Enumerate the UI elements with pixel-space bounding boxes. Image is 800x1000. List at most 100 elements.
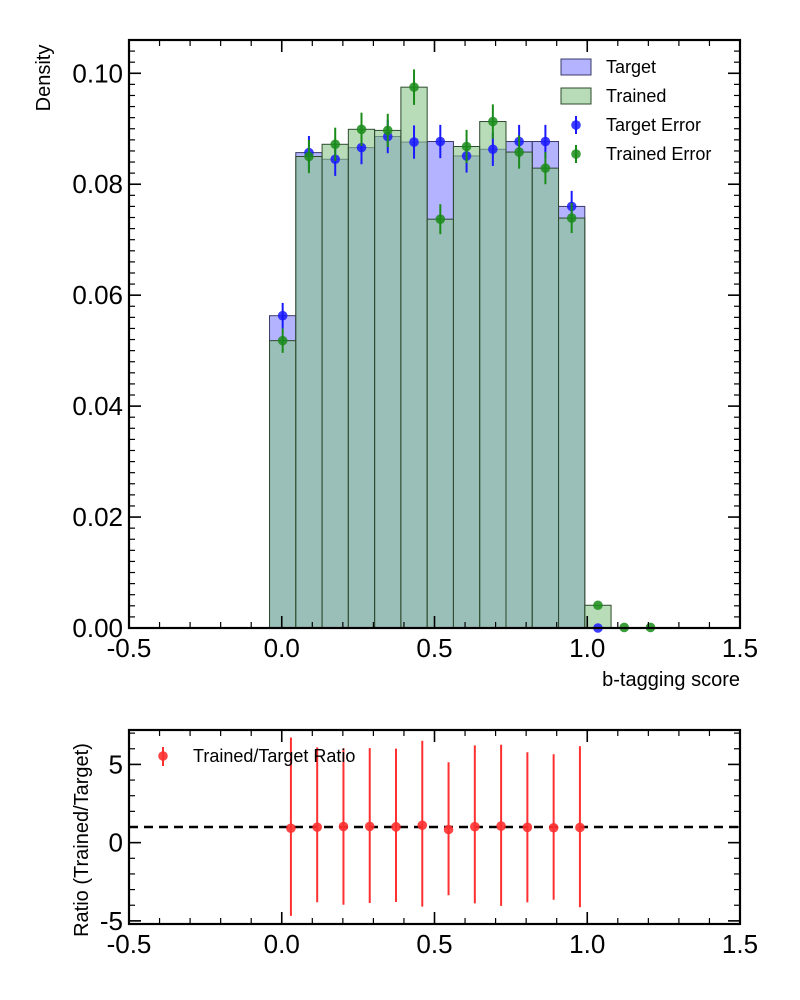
legend-label: Trained Error: [606, 144, 711, 164]
x-tick-label: 1.0: [569, 633, 605, 663]
trained-error-point: [304, 139, 314, 174]
legend-marker: [158, 751, 168, 761]
legend-label: Trained/Target Ratio: [193, 746, 355, 766]
marker: [593, 600, 603, 611]
trained-error-point: [488, 104, 498, 139]
ratio-point: [522, 752, 533, 903]
legend-label: Target Error: [606, 115, 701, 135]
trained-error-point: [330, 127, 341, 161]
ratio-marker: [522, 822, 533, 833]
marker: [435, 214, 446, 224]
density-panel: -0.5 0.0 0.5 1.0 1.5 0.00 0.02 0.04 0.06 0.08 0.10…: [33, 38, 758, 691]
trained-bar: [426, 218, 454, 629]
top-x-axis-label: b-tagging score: [602, 669, 740, 691]
target-error-point: [409, 125, 419, 159]
x-tick-label: 1.0: [569, 929, 605, 959]
marker: [330, 139, 341, 150]
ratio-marker: [548, 822, 559, 833]
legend-entry: Trained Error: [571, 144, 711, 164]
x-tick-label: 0.0: [264, 633, 300, 663]
trained-bar: [269, 340, 297, 629]
legend-marker: [571, 120, 581, 130]
x-tick-label: -0.5: [107, 633, 152, 663]
marker: [304, 151, 314, 162]
marker: [488, 144, 498, 155]
marker: [488, 116, 498, 127]
marker: [435, 136, 446, 147]
legend-entry: Target Error: [571, 115, 701, 135]
ratio-marker: [443, 824, 454, 835]
ratio-point: [443, 762, 454, 896]
ratio-point: [364, 748, 375, 904]
legend-entry: Trained: [560, 86, 666, 106]
ratio-point: [470, 745, 480, 904]
trained-error-point: [382, 113, 393, 148]
y-tick-label: 0: [109, 828, 123, 858]
ratio-point: [548, 754, 559, 900]
legend-label: Trained: [606, 86, 666, 106]
legend-swatch: [560, 58, 592, 76]
ratio-point: [496, 744, 506, 906]
trained-bar: [479, 121, 507, 629]
marker: [277, 310, 288, 321]
x-tick-label: -0.5: [107, 929, 152, 959]
trained-error-point: [566, 203, 577, 234]
trained-bar: [452, 146, 481, 629]
ratio-marker: [575, 822, 585, 833]
bottom-y-axis-label: Ratio (Trained/Target): [71, 743, 93, 937]
trained-error-point: [540, 152, 551, 185]
marker: [356, 124, 367, 135]
y-tick-label: 5: [109, 749, 123, 779]
legend-entry: Target: [560, 57, 656, 77]
ratio-point: [391, 748, 401, 902]
marker: [566, 213, 577, 223]
ratio-marker: [286, 823, 296, 834]
trained-error-point: [356, 112, 367, 146]
ratio-marker: [312, 822, 322, 832]
x-tick-label: 0.5: [416, 633, 452, 663]
marker: [409, 82, 419, 92]
ratio-panel: -0.5 0.0 0.5 1.0 1.5 -5 0 5 Ratio (Trained/Targ…: [71, 728, 758, 959]
trained-error-point: [277, 328, 288, 353]
ratio-point: [417, 740, 428, 907]
y-tick-label: 0.00: [72, 613, 123, 643]
ratio-marker: [364, 821, 375, 832]
trained-bar: [558, 217, 586, 629]
target-error-point: [277, 302, 288, 329]
trained-bar: [531, 167, 560, 629]
ratio-marker: [417, 820, 428, 831]
trained-bar: [347, 128, 376, 629]
ratio-markers: [286, 737, 585, 916]
ratio-point: [575, 746, 585, 908]
marker: [409, 137, 419, 147]
trained-bar: [321, 143, 349, 629]
error-markers: [277, 69, 656, 633]
y-tick-label: 0.10: [72, 58, 123, 88]
trained-bar: [505, 151, 533, 629]
y-tick-label: 0.08: [72, 169, 123, 199]
ratio-point: [312, 747, 322, 903]
target-error-point: [435, 124, 446, 159]
trained-bar: [374, 129, 402, 629]
y-tick-label: 0.02: [72, 502, 123, 532]
top-y-axis-label: Density: [33, 45, 55, 112]
marker: [540, 136, 551, 147]
x-tick-label: 0.0: [264, 929, 300, 959]
legend-label: Target: [606, 57, 656, 77]
ratio-marker: [391, 822, 401, 832]
legend-marker: [571, 149, 581, 159]
marker: [540, 163, 551, 173]
x-tick-label: 1.5: [722, 633, 758, 663]
y-tick-label: -5: [100, 906, 123, 936]
marker: [356, 142, 367, 153]
y-tick-label: 0.04: [72, 391, 123, 421]
top-legend: Target Trained Target Error Trained Error: [560, 57, 711, 164]
bottom-legend: Trained/Target Ratio: [158, 746, 355, 766]
y-tick-label: 0.06: [72, 280, 123, 310]
ratio-point: [338, 748, 349, 905]
trained-histogram: [269, 86, 612, 629]
ratio-marker: [470, 821, 480, 832]
bottom-axis-ticks: -0.5 0.0 0.5 1.0 1.5 -5 0 5: [100, 730, 758, 959]
trained-error-point: [593, 600, 603, 611]
